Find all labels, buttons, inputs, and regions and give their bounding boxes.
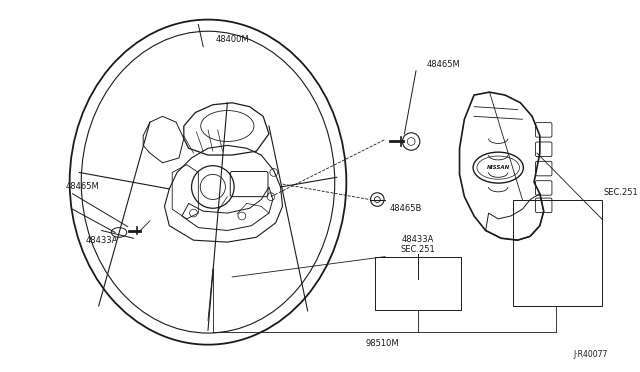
Text: 48465M: 48465M: [66, 183, 100, 192]
Text: 48465M: 48465M: [426, 60, 460, 68]
Text: SEC.251: SEC.251: [401, 245, 435, 254]
Text: SEC.251: SEC.251: [604, 187, 639, 197]
Text: NISSAN: NISSAN: [486, 165, 510, 170]
Text: J·R40077: J·R40077: [573, 350, 607, 359]
Text: 48433A: 48433A: [85, 236, 118, 245]
Bar: [376, 257, 461, 310]
Text: 48433A: 48433A: [402, 235, 434, 244]
Bar: [513, 199, 602, 306]
Text: 48465B: 48465B: [390, 204, 422, 213]
Text: 98510M: 98510M: [365, 339, 399, 348]
Text: 48400M: 48400M: [216, 35, 249, 44]
